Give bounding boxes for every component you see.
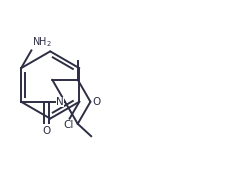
Text: N: N (56, 97, 63, 107)
Text: O: O (92, 97, 100, 107)
Text: O: O (43, 126, 51, 136)
Text: Cl: Cl (64, 120, 74, 130)
Text: NH$_2$: NH$_2$ (32, 36, 52, 49)
